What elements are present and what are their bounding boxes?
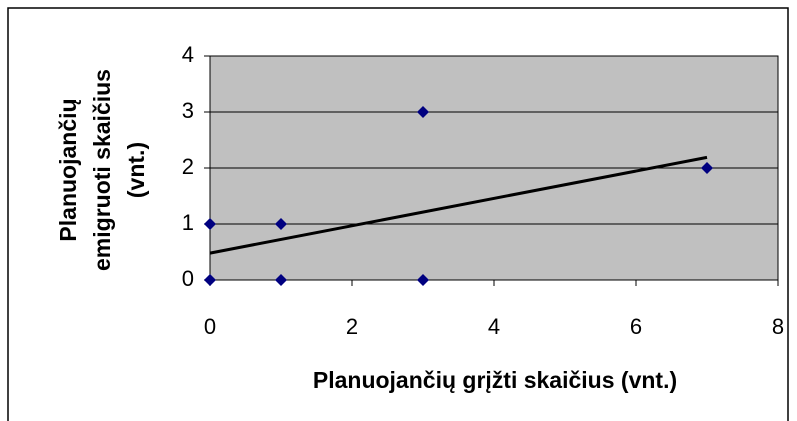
y-tick-label: 1 [182, 210, 194, 235]
y-axis-title: Planuojančių emigruoti skaičius (vnt.) [55, 69, 149, 271]
x-tick-label: 8 [772, 314, 784, 339]
x-tick-label: 0 [204, 314, 216, 339]
y-axis-title-line: emigruoti skaičius [89, 69, 115, 271]
point [417, 106, 429, 118]
x-axis-title: Planuojančių grįžti skaičius (vnt.) [313, 367, 677, 393]
y-axis-title-line: (vnt.) [123, 142, 149, 198]
x-tick-label: 4 [488, 314, 500, 339]
point [275, 218, 287, 230]
y-tick-label: 3 [182, 98, 194, 123]
y-axis-title-line: Planuojančių [55, 98, 81, 241]
x-tick-label: 2 [346, 314, 358, 339]
point [204, 274, 216, 286]
point [701, 162, 713, 174]
point [417, 274, 429, 286]
point [275, 274, 287, 286]
trendline [209, 155, 708, 255]
point [204, 218, 216, 230]
chart-frame [7, 7, 789, 421]
y-tick-label: 2 [182, 154, 194, 179]
x-tick-label: 6 [630, 314, 642, 339]
y-tick-label: 0 [182, 266, 194, 291]
y-tick-label: 4 [182, 42, 194, 67]
